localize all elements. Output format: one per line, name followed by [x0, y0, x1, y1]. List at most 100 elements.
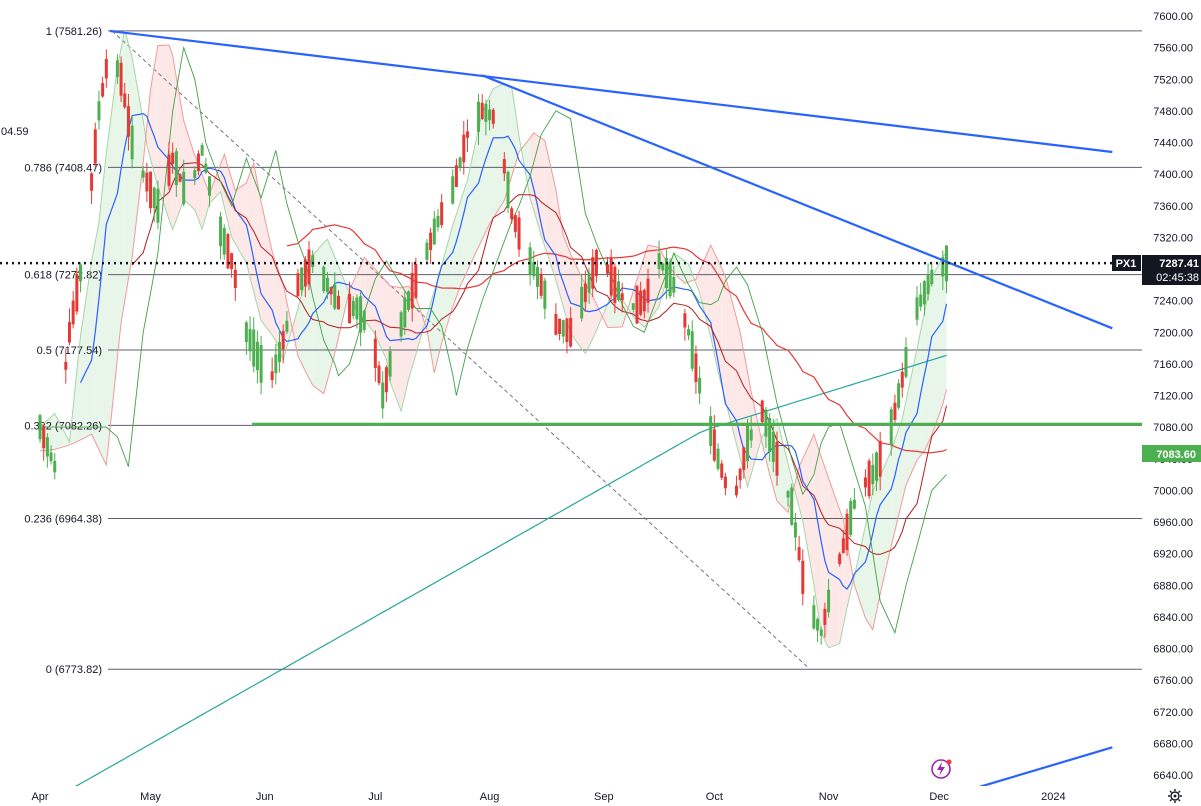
cloud-segment	[261, 202, 273, 336]
cloud-segment	[73, 371, 77, 444]
cloud-segment	[828, 478, 840, 648]
candle-body	[617, 281, 621, 301]
candle-body	[53, 460, 57, 473]
y-axis-background	[1142, 0, 1201, 806]
cloud-segment	[146, 89, 151, 160]
cloud-segment	[257, 182, 262, 321]
trendlines[interactable]	[109, 29, 1142, 787]
cloud-segment	[460, 191, 464, 287]
y-tick-label: 7080.00	[1153, 422, 1193, 434]
candle-body	[278, 341, 282, 363]
cloud-segment	[795, 466, 800, 508]
x-tick-label: Sep	[594, 791, 614, 803]
candle-body	[388, 351, 392, 377]
trendline[interactable]	[979, 746, 1113, 787]
cloud-segment	[802, 434, 814, 585]
candle-body	[171, 152, 175, 164]
candle-body	[845, 513, 849, 550]
fib-level-label: 0.786 (7408.47)	[24, 162, 102, 174]
cloud-segment	[224, 154, 228, 223]
candle-body	[941, 257, 945, 277]
x-tick-label: Dec	[929, 791, 949, 803]
candle-body	[101, 83, 105, 97]
candle-body	[539, 273, 543, 296]
cloud-segment	[250, 163, 254, 292]
cloud-segment	[813, 434, 818, 609]
candle-body	[900, 371, 904, 388]
cloud-segment	[817, 445, 822, 633]
candle-body	[849, 501, 853, 536]
cloud-segment	[721, 268, 726, 401]
candle-body	[200, 145, 204, 156]
candle-body	[723, 476, 727, 489]
cloud-segment	[102, 153, 107, 466]
cloud-segment	[235, 182, 247, 264]
candle-body	[801, 560, 805, 594]
y-tick-label: 6760.00	[1153, 675, 1193, 687]
lagging-span	[40, 45, 947, 635]
cloud-segment	[714, 252, 719, 372]
candle-body	[432, 218, 436, 245]
candle-body	[285, 320, 289, 332]
candle-body	[329, 287, 333, 295]
candle-body	[244, 322, 248, 343]
cloud-segment	[331, 247, 335, 367]
cloud-segment	[51, 413, 55, 450]
settings-gear-icon[interactable]	[1168, 789, 1182, 803]
candle-body	[517, 217, 521, 250]
fib-level-label: 0.5 (7177.54)	[37, 345, 102, 357]
candle-body	[690, 331, 694, 369]
cloud-span-b	[39, 44, 947, 631]
price-badge: PX1 7287.41 02:45:38	[1112, 255, 1201, 285]
candle-body	[296, 273, 300, 297]
y-tick-label: 6960.00	[1153, 517, 1193, 529]
cloud-segment	[150, 67, 155, 174]
candle-body	[119, 62, 123, 96]
cloud-segment	[777, 418, 789, 513]
x-tick-label: Nov	[819, 791, 839, 803]
y-tick-label: 7200.00	[1153, 327, 1193, 339]
cloud-segment	[124, 30, 129, 301]
candle-body	[816, 619, 820, 631]
x-axis[interactable]: Apr May Jun Jul Aug Sep Oct Nov Dec 2024	[31, 791, 1065, 803]
candle-body	[90, 173, 94, 191]
cloud-segment	[412, 291, 416, 368]
fast-moving-average	[79, 112, 948, 590]
cloud-segment	[198, 164, 203, 229]
candle-body	[42, 425, 46, 449]
candle-body	[403, 297, 407, 328]
cloud-segment	[566, 245, 571, 334]
y-tick-label: 6720.00	[1153, 707, 1193, 719]
candle-body	[502, 158, 506, 174]
cloud-segment	[231, 178, 236, 244]
candle-body	[274, 354, 278, 374]
fib-anchor-line[interactable]	[111, 30, 811, 670]
fib-level-label: 0 (6773.82)	[46, 664, 102, 676]
candle-body	[712, 429, 716, 461]
plot-area: 1 (7581.26) 0.786 (7408.47) 0.618 (7272.82…	[0, 26, 1142, 787]
candle-body	[97, 101, 101, 121]
indicator-lines	[39, 29, 948, 786]
cloud-segment	[154, 45, 158, 187]
y-tick-label: 7160.00	[1153, 359, 1193, 371]
candle-body	[355, 297, 359, 320]
candle-body	[145, 172, 149, 192]
candle-body	[930, 269, 934, 285]
cloud-segment	[559, 212, 564, 307]
candle-body	[793, 522, 797, 538]
trendline[interactable]	[481, 74, 1113, 330]
candle-body	[226, 234, 230, 269]
candle-body	[532, 261, 536, 277]
trendline[interactable]	[109, 29, 1113, 154]
candle-body	[580, 286, 584, 319]
candle-body	[694, 353, 698, 383]
candle-body	[465, 131, 469, 138]
candle-body	[377, 365, 381, 384]
candle-body	[786, 491, 790, 498]
cloud-segment	[106, 66, 118, 466]
candle-body	[436, 215, 440, 228]
candle-body	[303, 259, 307, 287]
candle-body	[451, 176, 455, 204]
lightning-icon[interactable]	[931, 759, 952, 779]
